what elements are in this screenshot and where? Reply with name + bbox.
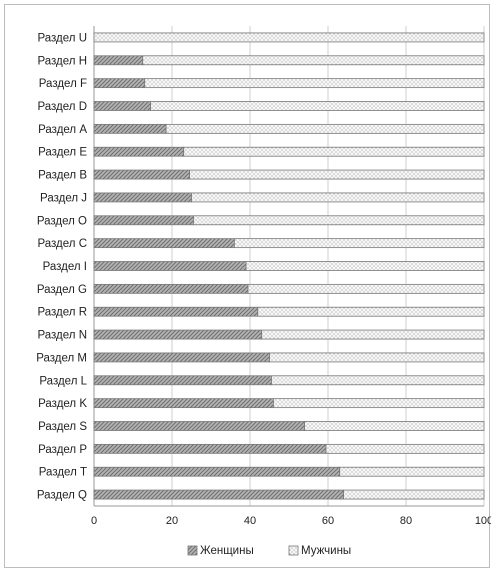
bar-segment-women — [93, 238, 235, 249]
legend-label: Женщины — [200, 545, 254, 557]
bar-segment-women — [93, 375, 272, 386]
bar-segment-women — [93, 146, 185, 157]
x-tick-label: 20 — [166, 515, 178, 527]
x-tick-label: 100 — [475, 515, 491, 527]
bars — [93, 32, 485, 500]
bar-segment-women — [93, 489, 345, 500]
category-label: Раздел C — [37, 238, 87, 250]
category-label: Раздел A — [38, 124, 87, 136]
bar-segment-men — [93, 32, 485, 43]
bar-segment-men — [269, 352, 485, 363]
bar-segment-men — [191, 192, 485, 203]
category-label: Раздел S — [38, 421, 87, 433]
bar-segment-men — [343, 489, 485, 500]
bar-segment-women — [93, 78, 146, 89]
bar-segment-men — [193, 215, 485, 226]
bar-segment-women — [93, 443, 327, 454]
chart-frame: Раздел U Раздел H Раздел F Раздел D Раздел A… — [4, 4, 491, 568]
x-tick-label: 0 — [91, 515, 97, 527]
legend-label: Мужчины — [301, 545, 351, 557]
category-label: Раздел B — [38, 170, 87, 182]
category-label: Раздел G — [37, 284, 87, 296]
category-label: Раздел D — [37, 101, 87, 113]
bar-segment-men — [272, 398, 485, 409]
bar-segment-men — [261, 329, 485, 340]
bar-segment-women — [93, 101, 151, 111]
category-label: Раздел Q — [37, 490, 87, 502]
category-label: Раздел N — [37, 330, 87, 342]
bar-segment-men — [150, 101, 485, 111]
category-label: Раздел F — [39, 78, 87, 90]
category-label: Раздел U — [37, 32, 87, 44]
category-label: Раздел H — [37, 55, 87, 67]
bar-segment-women — [93, 192, 192, 203]
category-label: Раздел E — [38, 147, 87, 159]
bar-segment-men — [245, 261, 485, 271]
bar-segment-men — [325, 443, 485, 454]
legend: Женщины Мужчины — [187, 545, 351, 557]
category-label: Раздел R — [37, 307, 87, 319]
category-label: Раздел K — [38, 398, 87, 410]
bar-segment-men — [247, 283, 485, 294]
x-tick-label: 80 — [400, 515, 412, 527]
category-label: Раздел M — [36, 352, 87, 364]
legend-swatch — [187, 545, 198, 556]
bar-segment-women — [93, 306, 259, 317]
category-label: Раздел J — [40, 192, 87, 204]
bar-segment-women — [93, 261, 247, 271]
bar-segment-men — [304, 421, 485, 431]
category-label: Раздел L — [39, 375, 87, 387]
bar-segment-women — [93, 398, 274, 409]
bar-segment-women — [93, 466, 341, 477]
bar-segment-men — [257, 306, 485, 317]
category-label: Раздел O — [37, 215, 87, 227]
x-tick-labels: 0 20 40 60 80 100 — [91, 515, 491, 527]
bar-segment-women — [93, 283, 249, 294]
category-label: Раздел P — [38, 444, 87, 456]
bar-segment-women — [93, 329, 263, 340]
bar-segment-women — [93, 123, 167, 134]
bar-segment-men — [271, 375, 485, 386]
bar-segment-men — [165, 123, 485, 134]
bar-segment-women — [93, 352, 270, 363]
bar-segment-women — [93, 169, 190, 180]
bar-segment-women — [93, 215, 194, 226]
bar-segment-men — [339, 466, 485, 477]
bar-segment-men — [189, 169, 485, 180]
stacked-bar-chart: Раздел U Раздел H Раздел F Раздел D Раздел A… — [36, 26, 491, 557]
bar-segment-women — [93, 55, 144, 66]
bar-segment-men — [144, 78, 485, 89]
bar-segment-women — [93, 421, 306, 431]
bar-segment-men — [183, 146, 485, 157]
x-tick-label: 60 — [322, 515, 334, 527]
category-labels: Раздел U Раздел H Раздел F Раздел D Раздел A… — [36, 32, 87, 501]
category-label: Раздел T — [39, 467, 87, 479]
x-tick-label: 40 — [244, 515, 256, 527]
bar-segment-men — [142, 55, 485, 66]
bar-segment-men — [233, 238, 485, 249]
category-label: Раздел I — [43, 261, 87, 273]
legend-swatch — [288, 545, 299, 556]
